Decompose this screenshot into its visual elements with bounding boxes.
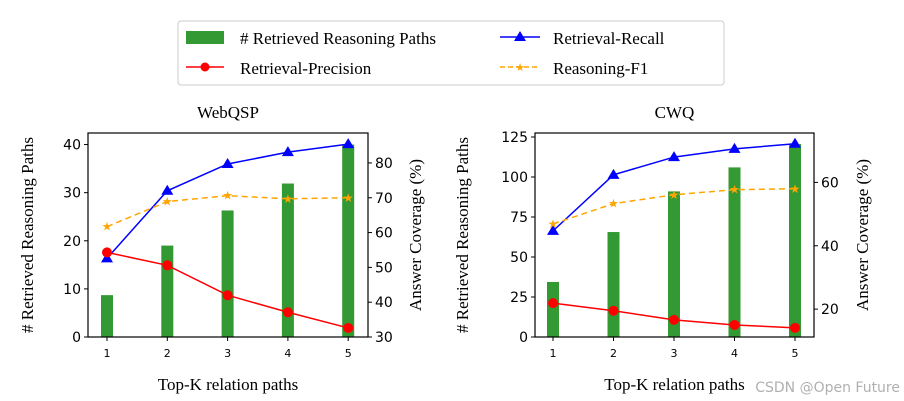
y-tick-label: 0: [72, 330, 81, 346]
chart-webqsp: ★★ ★ ★ ★1 2 3 4 5010203040304050607080WebQSPTop…: [18, 103, 425, 394]
point-reasoning-f1-k3: ★: [222, 189, 233, 203]
x-tick-label: 2: [610, 347, 617, 360]
bar-k3: [221, 210, 234, 337]
point-retrieval-precision-k1: [548, 298, 558, 309]
y-right-tick-label: 60: [821, 175, 839, 191]
point-retrieval-recall-k2: [607, 168, 620, 179]
x-tick-label: 4: [284, 347, 291, 360]
y-right-axis-label: Answer Coverage (%): [853, 159, 872, 311]
point-reasoning-f1-k4: ★: [729, 183, 740, 197]
point-retrieval-precision-k4: [729, 319, 740, 330]
x-tick-label: 3: [671, 347, 678, 360]
point-reasoning-f1-k1: ★: [102, 220, 113, 234]
y-right-axis-label: Answer Coverage (%): [406, 159, 425, 311]
legend-bar-swatch: [186, 31, 224, 44]
bar-k1: [547, 281, 559, 337]
chart-title: WebQSP: [197, 103, 259, 122]
chart-title: CWQ: [655, 103, 695, 122]
x-tick-label: 4: [731, 347, 738, 360]
x-tick-label: 1: [104, 347, 111, 360]
y-tick-label: 10: [63, 282, 81, 298]
point-reasoning-f1-k2: ★: [162, 195, 173, 209]
legend-circle-icon: [200, 62, 210, 72]
x-axis-label: Top-K relation paths: [604, 375, 744, 394]
y-tick-label: 20: [63, 234, 81, 250]
y-tick-label: 75: [510, 210, 528, 226]
line-reasoning-f1: [106, 194, 349, 228]
point-reasoning-f1-k3: ★: [669, 188, 680, 202]
bar-k4: [281, 183, 294, 337]
legend-label-paths: # Retrieved Reasoning Paths: [240, 29, 436, 48]
point-retrieval-recall-k4: [281, 146, 294, 157]
y-tick-label: 30: [63, 186, 81, 202]
line-reasoning-f1: [552, 188, 796, 225]
point-retrieval-precision-k5: [790, 322, 800, 333]
bar-k5: [342, 144, 355, 337]
point-retrieval-recall-k1: [547, 224, 559, 235]
watermark: CSDN @Open Future: [755, 380, 900, 396]
y-right-tick-label: 40: [821, 239, 839, 255]
point-reasoning-f1-k5: ★: [343, 191, 354, 205]
point-retrieval-precision-k5: [343, 322, 354, 333]
bar-k3: [668, 191, 680, 337]
y-right-tick-label: 70: [375, 191, 393, 207]
point-reasoning-f1-k4: ★: [283, 192, 294, 206]
y-right-tick-label: 80: [375, 156, 393, 172]
legend-triangle-icon: [514, 31, 526, 41]
point-retrieval-recall-k5: [342, 138, 355, 149]
point-retrieval-precision-k3: [669, 314, 679, 325]
bar-k5: [789, 144, 801, 337]
point-reasoning-f1-k2: ★: [608, 197, 619, 211]
x-tick-label: 5: [792, 347, 799, 360]
bar-k4: [728, 167, 741, 337]
point-reasoning-f1-k1: ★: [548, 217, 559, 231]
point-retrieval-recall-k3: [668, 151, 680, 162]
x-tick-label: 5: [345, 347, 352, 360]
y-tick-label: 100: [501, 170, 528, 186]
y-right-tick-label: 40: [375, 295, 393, 311]
y-tick-label: 0: [519, 330, 528, 346]
bar-k2: [161, 245, 174, 337]
x-axis-label: Top-K relation paths: [158, 375, 298, 394]
point-retrieval-recall-k4: [728, 142, 741, 153]
point-retrieval-precision-k4: [282, 307, 293, 318]
legend-label-precision: Retrieval-Precision: [240, 59, 372, 78]
point-retrieval-recall-k5: [789, 137, 801, 148]
point-retrieval-precision-k1: [102, 247, 112, 258]
point-retrieval-precision-k2: [608, 305, 619, 316]
y-tick-label: 50: [510, 250, 528, 266]
x-tick-label: 2: [164, 347, 171, 360]
y-right-tick-label: 60: [375, 226, 393, 242]
legend-label-recall: Retrieval-Recall: [553, 29, 665, 48]
y-right-tick-label: 30: [375, 330, 393, 346]
legend-star-icon: ★: [515, 62, 525, 74]
y-tick-label: 25: [510, 290, 528, 306]
legend-frame: [177, 20, 725, 86]
y-axis-label: # Retrieved Reasoning Paths: [453, 137, 472, 333]
point-retrieval-precision-k3: [222, 290, 233, 301]
legend-label-f1: Reasoning-F1: [553, 59, 648, 78]
bar-k2: [607, 232, 620, 337]
x-tick-label: 1: [550, 347, 557, 360]
point-retrieval-precision-k2: [162, 260, 173, 271]
y-right-tick-label: 50: [375, 260, 393, 276]
y-tick-label: 40: [63, 138, 81, 154]
y-axis-label: # Retrieved Reasoning Paths: [18, 137, 37, 333]
point-retrieval-recall-k3: [221, 157, 234, 168]
x-tick-label: 3: [224, 347, 231, 360]
point-retrieval-recall-k2: [161, 184, 174, 195]
y-right-tick-label: 20: [821, 302, 839, 318]
y-tick-label: 125: [501, 130, 528, 146]
legend: # Retrieved Reasoning Paths Retrieval-Re…: [177, 20, 725, 86]
point-reasoning-f1-k5: ★: [790, 182, 801, 196]
bar-k1: [101, 295, 113, 337]
